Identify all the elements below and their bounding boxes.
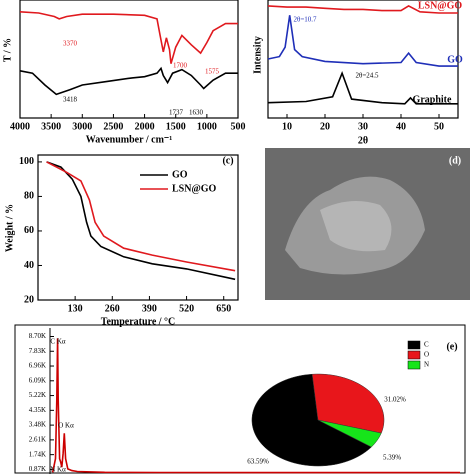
pie-value-label: 63.59% (247, 458, 269, 466)
annotation: C Kα (50, 338, 65, 346)
x-tick-label: 40 (396, 121, 406, 132)
y-tick-label: 6.09K (29, 376, 46, 384)
y-tick-label: 80 (24, 191, 34, 202)
x-tick-label: 520 (179, 303, 194, 314)
panel-label: (e) (446, 341, 457, 352)
y-tick-label: 3.48K (29, 421, 46, 429)
series-label: Graphite (413, 94, 452, 105)
legend-swatch (407, 340, 421, 350)
y-axis-label: T / % (2, 38, 13, 62)
x-tick-label: 1000 (197, 121, 217, 132)
series-label: LSN@GO (418, 0, 463, 11)
x-tick-label: 10 (282, 121, 292, 132)
pie-slice (311, 373, 385, 434)
legend-label: C (424, 341, 429, 349)
x-tick-label: 650 (216, 303, 231, 314)
x-tick-label: 2000 (135, 121, 155, 132)
y-axis-label: Intensity (252, 36, 263, 74)
series-label: GO (447, 54, 463, 65)
plot-frame (37, 154, 239, 301)
legend-label: N (424, 361, 429, 369)
y-tick-label: 40 (24, 260, 34, 271)
legend-swatch (407, 350, 421, 360)
pie-slice (317, 419, 382, 448)
y-tick-label: 20 (24, 294, 34, 305)
x-axis-label: Wavenumber / cm⁻¹ (86, 134, 172, 145)
annotation: 1630 (189, 109, 204, 117)
annotation: 3370 (63, 40, 78, 48)
x-tick-label: 260 (105, 303, 120, 314)
legend-label: LSN@GO (172, 183, 217, 194)
series-line (19, 66, 238, 96)
legend-swatch (407, 360, 421, 370)
panel-label: (c) (222, 155, 233, 166)
x-tick-label: 130 (68, 303, 83, 314)
series-line (267, 70, 458, 105)
series-line (46, 161, 236, 281)
y-tick-label: 5.22K (29, 391, 46, 399)
legend-label: O (424, 351, 429, 359)
sem-flake (320, 201, 392, 252)
series-line (267, 4, 458, 14)
pie-value-label: 5.39% (383, 454, 401, 462)
y-tick-label: 1.74K (29, 450, 46, 458)
x-tick-label: 500 (231, 121, 246, 132)
annotation: 1575 (205, 68, 220, 76)
annotation: 1737 (169, 109, 184, 117)
x-tick-label: 4000 (10, 121, 30, 132)
series-line (19, 11, 238, 64)
pie-slice (251, 373, 372, 467)
x-tick-label: 2500 (103, 121, 123, 132)
x-axis-label: Temperature / °C (101, 316, 176, 327)
annotation: 1700 (173, 62, 188, 70)
x-tick-label: 50 (434, 121, 444, 132)
series-line (46, 161, 236, 272)
y-tick-label: 0.87K (29, 465, 46, 473)
y-tick-label: 6.96K (29, 362, 46, 370)
annotation: 2θ=24.5 (355, 72, 379, 80)
y-tick-label: 7.83K (29, 347, 46, 355)
x-tick-label: 3500 (41, 121, 61, 132)
annotation: 2θ=10.7 (293, 16, 317, 24)
x-tick-label: 30 (358, 121, 368, 132)
y-tick-label: 8.70K (29, 332, 46, 340)
x-tick-label: 20 (320, 121, 330, 132)
y-tick-label: 100 (19, 156, 34, 167)
y-axis-label: Weight / % (4, 204, 15, 252)
legend-label: GO (172, 169, 188, 180)
plot-frame (19, 0, 239, 119)
x-tick-label: 1500 (166, 121, 186, 132)
x-axis-label: 2θ (358, 135, 368, 146)
x-tick-label: 390 (142, 303, 157, 314)
annotation: O Kα (58, 422, 74, 430)
x-tick-label: 3000 (72, 121, 92, 132)
y-tick-label: 2.61K (29, 435, 46, 443)
annotation: N Kα (50, 466, 66, 474)
pie-value-label: 31.02% (384, 396, 406, 404)
y-tick-label: 60 (24, 225, 34, 236)
annotation: 3418 (63, 96, 78, 104)
y-tick-label: 4.35K (29, 406, 46, 414)
panel-label: (d) (449, 155, 461, 166)
series-line (51, 338, 460, 474)
series-line (267, 15, 458, 67)
